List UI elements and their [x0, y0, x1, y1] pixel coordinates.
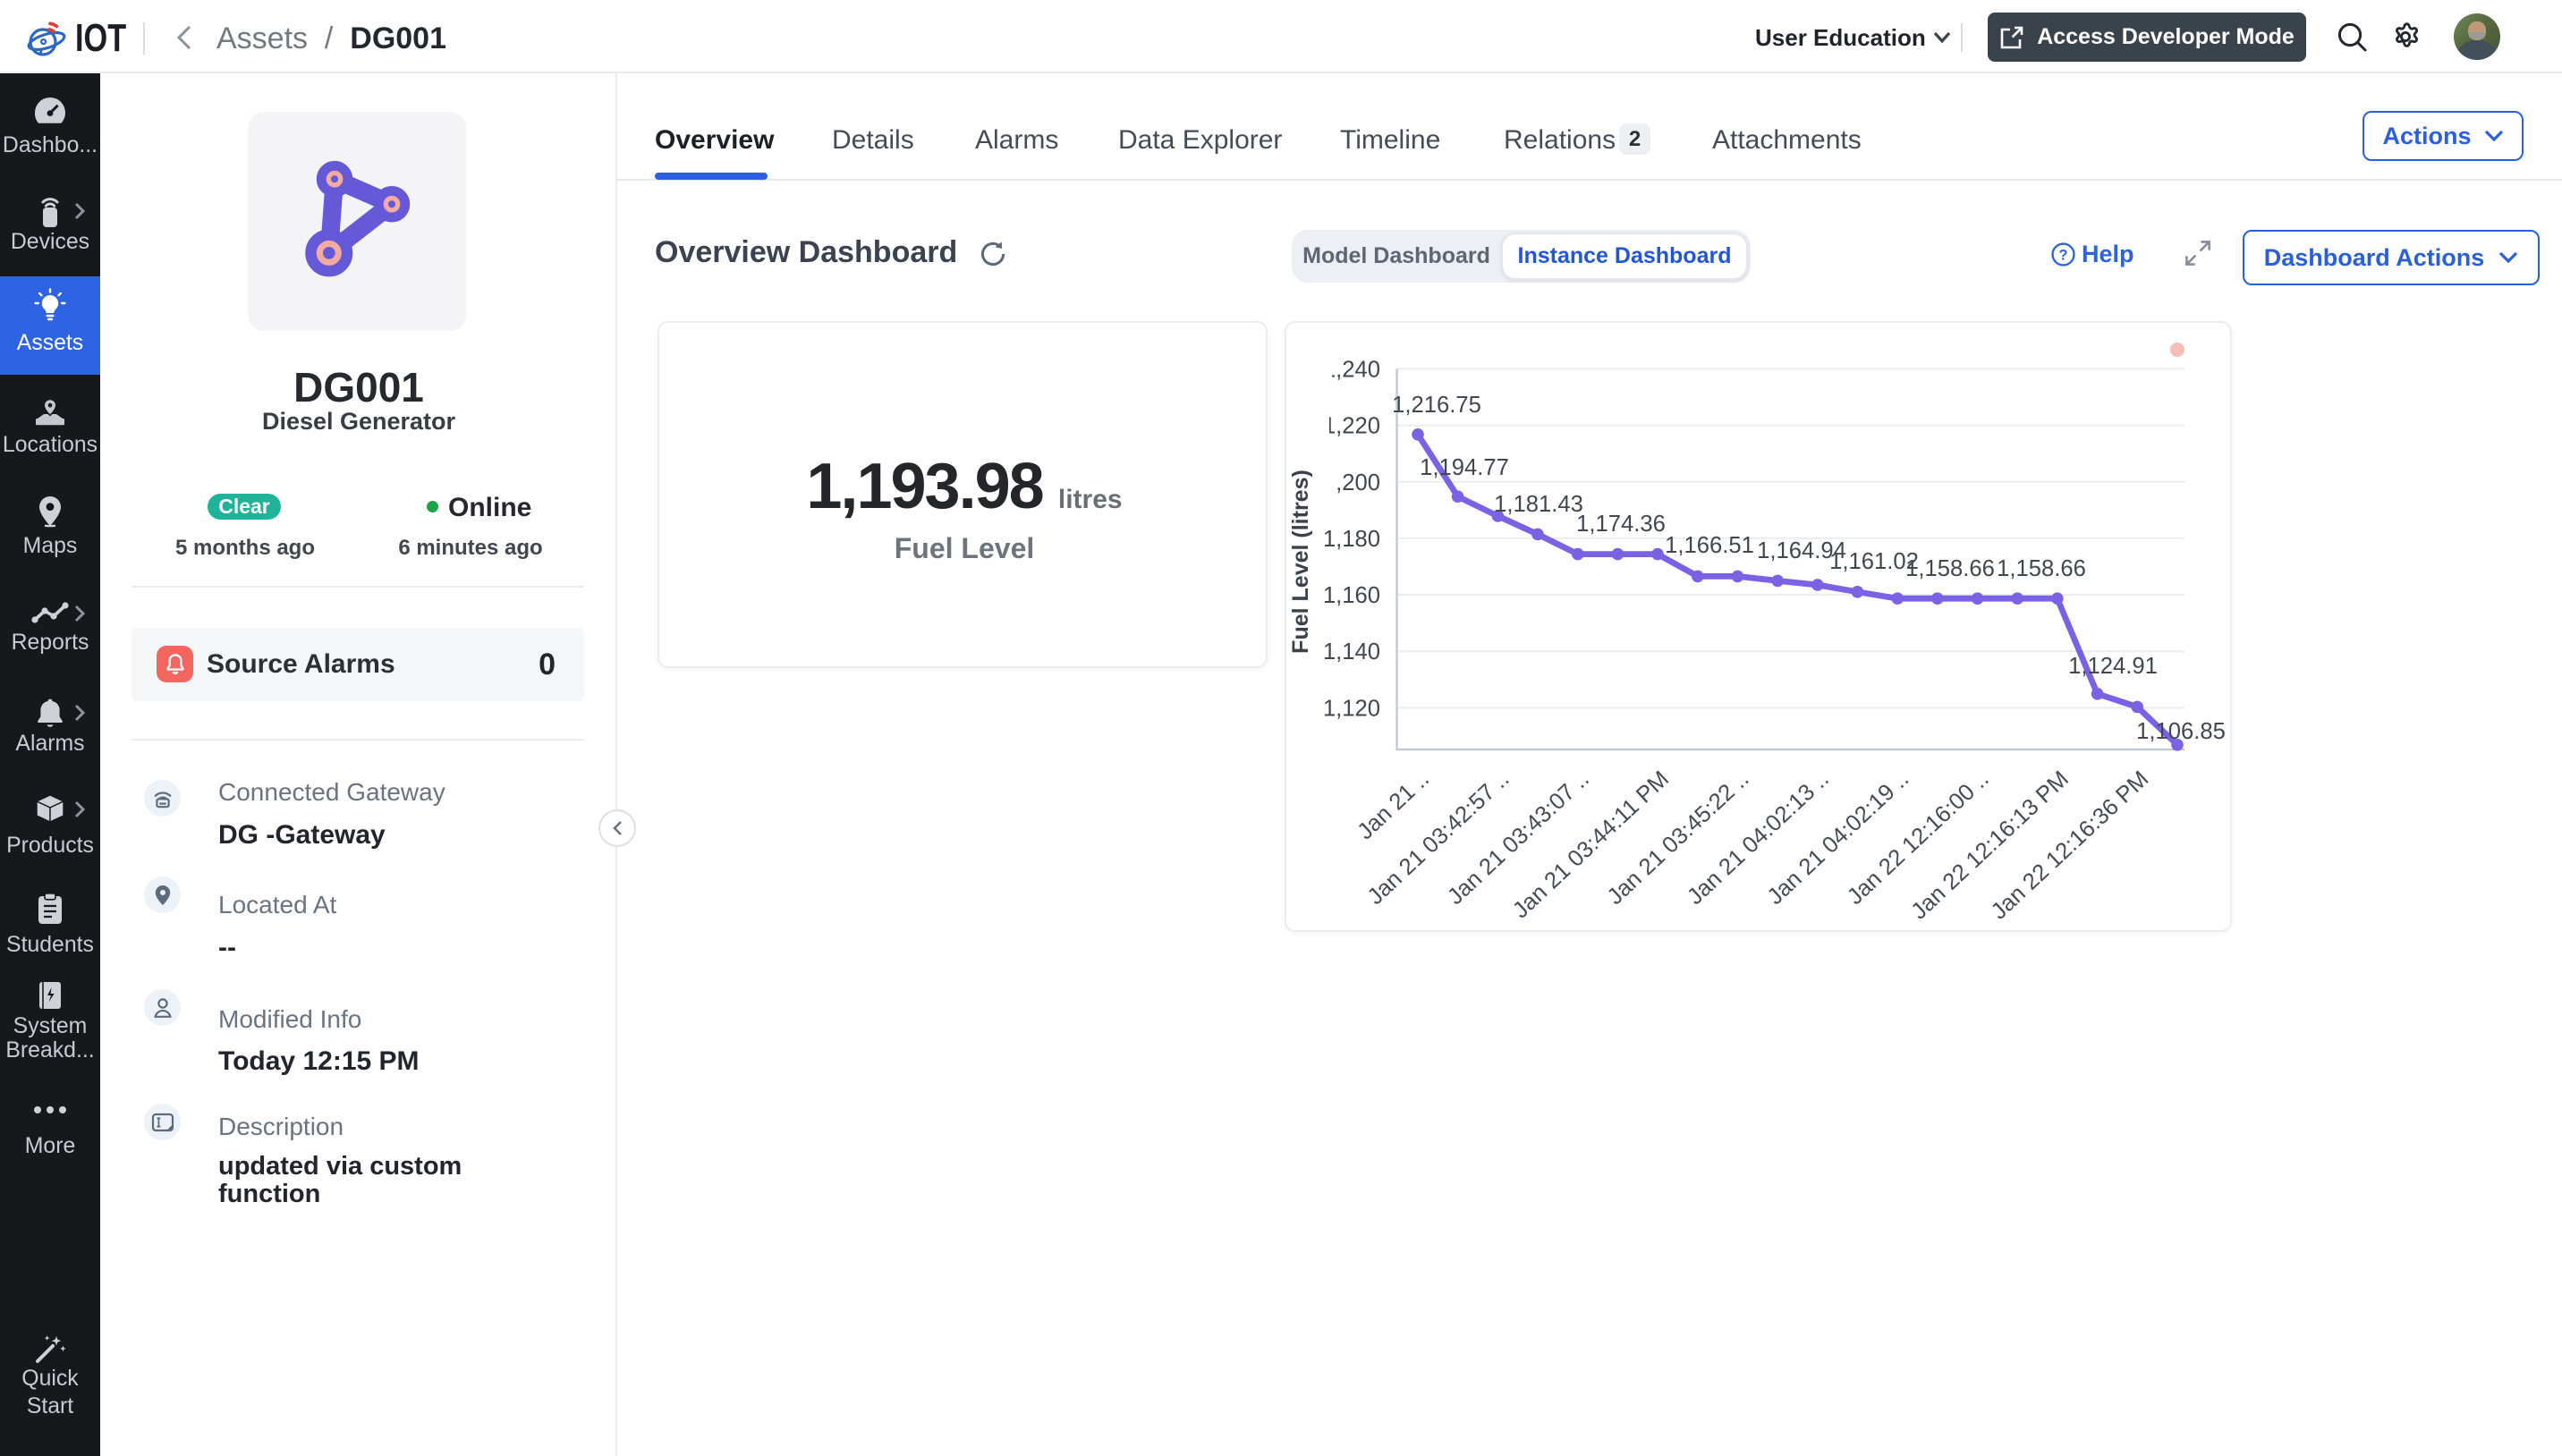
svg-text:Jan 21 03:42:57 ..: Jan 21 03:42:57 .. [1363, 766, 1514, 910]
svg-text:1,140: 1,140 [1323, 639, 1380, 665]
svg-text:1,220: 1,220 [1323, 414, 1380, 439]
svg-text:1,180: 1,180 [1323, 527, 1380, 552]
svg-text:1,164.94: 1,164.94 [1757, 538, 1846, 563]
svg-text:Jan 22 12:16:13 PM: Jan 22 12:16:13 PM [1906, 766, 2074, 925]
svg-text:1,124.91: 1,124.91 [2068, 654, 2158, 679]
svg-text:Jan 21 ..: Jan 21 .. [1353, 766, 1434, 844]
svg-text:1,120: 1,120 [1323, 696, 1380, 721]
svg-text:?: ? [2058, 247, 2067, 263]
svg-text:1,161.02: 1,161.02 [1829, 549, 1919, 574]
svg-text:1,240: 1,240 [1323, 357, 1380, 382]
svg-text:Jan 21 03:43:07 ..: Jan 21 03:43:07 .. [1443, 766, 1594, 910]
svg-text:Fuel Level (litres): Fuel Level (litres) [1288, 470, 1313, 654]
svg-text:1,194.77: 1,194.77 [1420, 455, 1509, 480]
svg-text:1,158.66: 1,158.66 [1997, 556, 2086, 581]
svg-text:1,106.85: 1,106.85 [2136, 719, 2226, 744]
svg-text:Jan 21 03:44:11 PM: Jan 21 03:44:11 PM [1508, 766, 1674, 923]
svg-text:1,166.51: 1,166.51 [1665, 533, 1754, 558]
svg-text:Jan 21 03:45:22 ..: Jan 21 03:45:22 .. [1603, 766, 1754, 910]
svg-text:1,174.36: 1,174.36 [1576, 512, 1666, 537]
svg-text:1,160: 1,160 [1323, 583, 1380, 608]
svg-text:Jan 21 04:02:19 ..: Jan 21 04:02:19 .. [1762, 766, 1913, 910]
svg-text:Jan 22 12:16:36 PM: Jan 22 12:16:36 PM [1987, 766, 2154, 925]
svg-text:1,181.43: 1,181.43 [1494, 492, 1583, 517]
svg-text:Jan 21 04:02:13 ..: Jan 21 04:02:13 .. [1683, 766, 1834, 910]
svg-text:1,216.75: 1,216.75 [1392, 393, 1481, 418]
svg-text:1,158.66: 1,158.66 [1905, 556, 1995, 581]
svg-text:Jan 22 12:16:00 ..: Jan 22 12:16:00 .. [1843, 766, 1994, 910]
